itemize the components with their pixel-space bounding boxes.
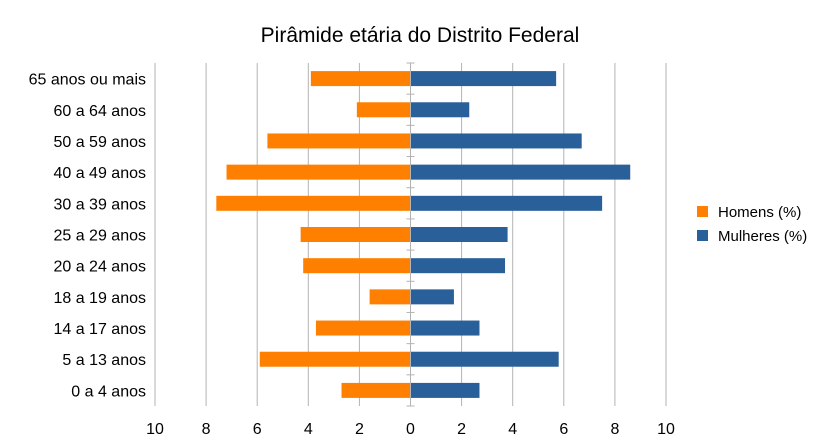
category-label: 60 a 64 anos — [53, 103, 146, 120]
category-label: 5 a 13 anos — [62, 352, 146, 369]
bar-mulheres — [410, 382, 480, 398]
x-tick-label: 6 — [253, 421, 262, 438]
category-label: 14 a 17 anos — [53, 321, 146, 338]
tick-labels: 10 8 6 4 2 0 2 4 6 8 10 — [146, 421, 675, 438]
bar-homens — [369, 289, 411, 305]
bars — [216, 71, 631, 398]
category-label: 18 a 19 anos — [53, 290, 146, 307]
bar-mulheres — [410, 195, 603, 211]
bar-mulheres — [410, 133, 582, 149]
x-tick-label: 4 — [304, 421, 313, 438]
x-tick-label: 10 — [146, 421, 164, 438]
legend-label-homens: Homens (%) — [718, 204, 801, 221]
category-label: 40 a 49 anos — [53, 165, 146, 182]
bar-homens — [259, 351, 411, 367]
bar-homens — [315, 320, 411, 336]
x-tick-label: 2 — [457, 421, 466, 438]
legend-label-mulheres: Mulheres (%) — [718, 228, 807, 245]
category-labels: 65 anos ou mais 60 a 64 anos 50 a 59 anos 4… — [29, 72, 146, 401]
category-label: 25 a 29 anos — [53, 228, 146, 245]
bar-homens — [216, 195, 411, 211]
chart-title: Pirâmide etária do Distrito Federal — [261, 24, 580, 47]
bar-mulheres — [410, 289, 454, 305]
bar-mulheres — [410, 71, 557, 87]
category-label: 0 a 4 anos — [71, 383, 146, 400]
bar-homens — [300, 227, 411, 242]
bar-mulheres — [410, 227, 508, 242]
x-tick-label: 2 — [355, 421, 364, 438]
category-label: 50 a 59 anos — [53, 134, 146, 151]
bar-mulheres — [410, 320, 480, 336]
bar-homens — [226, 164, 411, 180]
x-tick-label: 0 — [406, 421, 415, 438]
category-label: 30 a 39 anos — [53, 196, 146, 213]
bar-mulheres — [410, 164, 631, 180]
x-tick-label: 6 — [559, 421, 568, 438]
bar-homens — [341, 382, 411, 398]
bar-mulheres — [410, 258, 506, 274]
x-tick-label: 8 — [610, 421, 619, 438]
bar-homens — [267, 133, 411, 149]
x-tick-label: 4 — [508, 421, 517, 438]
x-tick-label: 10 — [657, 421, 675, 438]
x-axis — [406, 62, 415, 407]
category-label: 20 a 24 anos — [53, 259, 146, 276]
bar-homens — [356, 102, 411, 118]
x-tick-label: 8 — [202, 421, 211, 438]
bar-homens — [310, 71, 411, 87]
legend-swatch-homens — [697, 206, 708, 217]
legend: Homens (%) Mulheres (%) — [697, 204, 807, 245]
category-label: 65 anos ou mais — [29, 72, 146, 89]
bar-homens — [303, 258, 411, 274]
bar-mulheres — [410, 351, 559, 367]
legend-swatch-mulheres — [697, 230, 708, 241]
bar-mulheres — [410, 102, 470, 118]
